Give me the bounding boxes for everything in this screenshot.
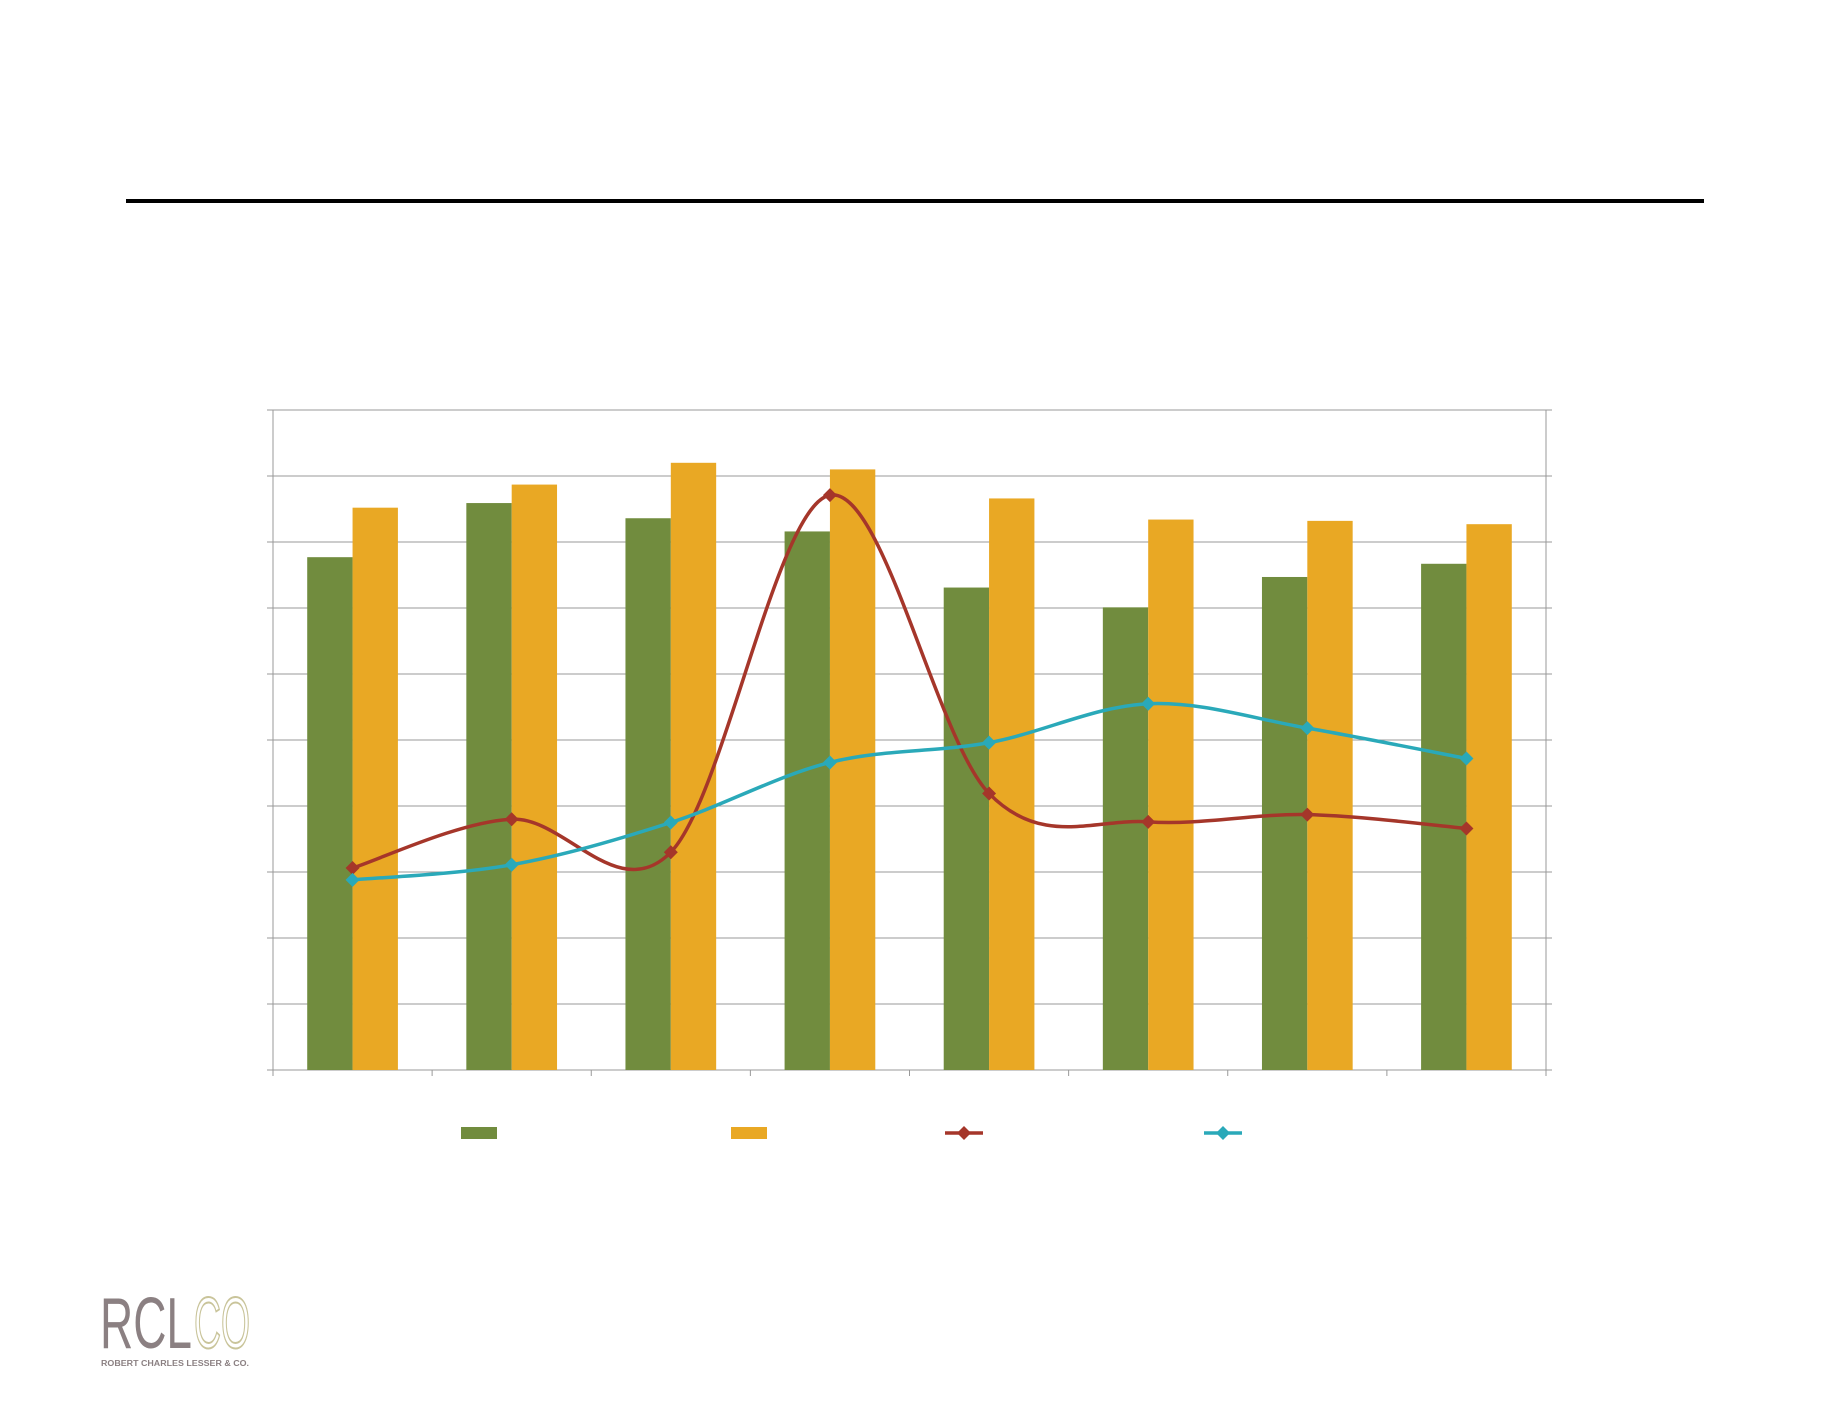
logo-mark-light: CO <box>194 1284 250 1364</box>
logo-tagline: ROBERT CHARLES LESSER & CO. <box>101 1359 249 1368</box>
bar <box>943 587 990 1070</box>
line-marker <box>345 861 360 876</box>
legend-swatch <box>461 1127 497 1139</box>
line-marker <box>663 845 678 860</box>
line-marker <box>1459 751 1474 766</box>
bar <box>511 484 558 1071</box>
bar <box>625 518 671 1070</box>
line-series <box>352 493 1467 872</box>
line-marker <box>982 786 997 801</box>
bar <box>829 469 876 1070</box>
line-marker <box>663 815 678 830</box>
line-marker <box>822 755 837 770</box>
line-marker <box>504 812 519 827</box>
line-marker <box>822 488 837 503</box>
bar <box>1421 563 1467 1070</box>
legend-marker <box>957 1126 971 1140</box>
bar <box>1102 607 1149 1070</box>
bar <box>1307 520 1353 1070</box>
bar <box>1261 576 1308 1070</box>
bar <box>307 557 353 1070</box>
legend-marker <box>1216 1126 1230 1140</box>
bar <box>466 503 512 1070</box>
line-marker <box>504 857 519 872</box>
line-series <box>352 701 1467 882</box>
logo-mark-dark: RCL <box>100 1284 192 1364</box>
bar <box>784 531 830 1070</box>
legend-swatch <box>731 1127 767 1139</box>
bar <box>352 507 398 1070</box>
bar <box>989 498 1035 1070</box>
line-marker <box>1141 814 1156 829</box>
logo: RCL CO ROBERT CHARLES LESSER & CO. <box>100 1283 251 1368</box>
line-marker <box>1300 807 1315 822</box>
line-marker <box>1459 821 1474 836</box>
line-marker <box>1300 721 1315 736</box>
line-marker <box>982 735 997 750</box>
bar <box>1148 519 1194 1070</box>
bar <box>1466 524 1512 1070</box>
line-marker <box>1141 696 1156 711</box>
bar <box>670 462 717 1070</box>
line-marker <box>345 872 360 887</box>
